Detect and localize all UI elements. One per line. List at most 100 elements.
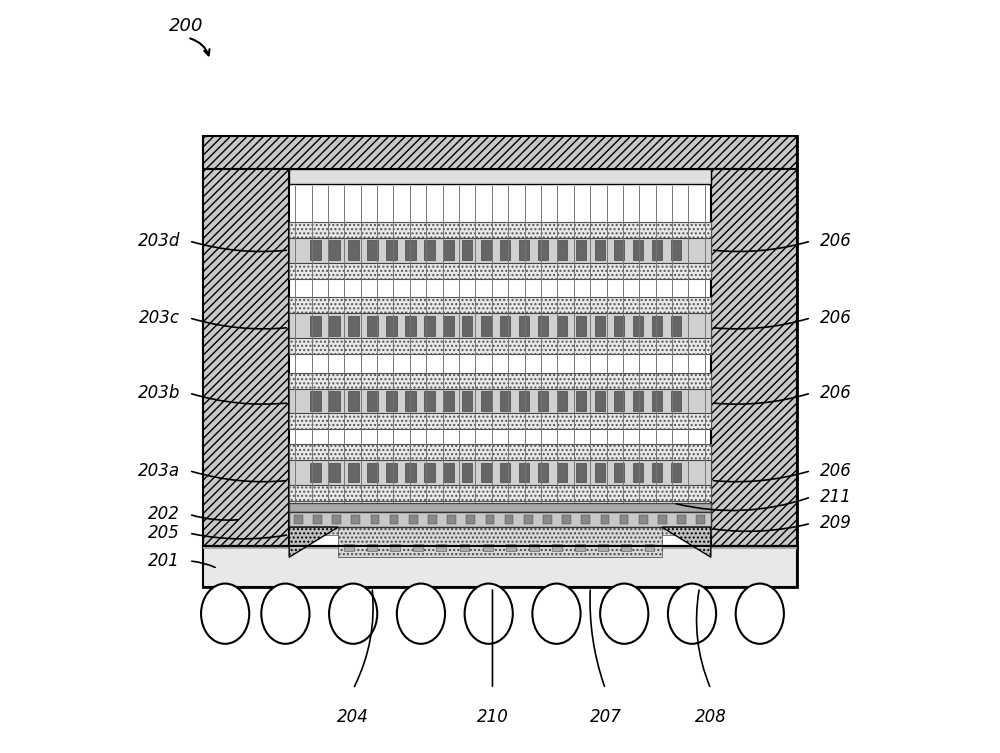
Bar bbox=[348, 391, 359, 411]
Bar bbox=[614, 240, 624, 261]
Bar bbox=[428, 514, 437, 524]
Bar bbox=[348, 462, 359, 483]
Polygon shape bbox=[289, 527, 338, 557]
Bar bbox=[711, 169, 797, 546]
Bar bbox=[313, 514, 322, 524]
Bar bbox=[500, 462, 510, 483]
Bar bbox=[460, 544, 469, 551]
Bar bbox=[481, 462, 491, 483]
Text: 207: 207 bbox=[589, 708, 621, 726]
Bar bbox=[289, 297, 711, 354]
Text: 210: 210 bbox=[477, 708, 508, 726]
Bar bbox=[614, 316, 624, 336]
Bar bbox=[329, 391, 340, 411]
Bar bbox=[289, 512, 711, 527]
Bar bbox=[576, 462, 586, 483]
Text: 201: 201 bbox=[148, 552, 180, 570]
Bar bbox=[289, 169, 711, 184]
Text: 203a: 203a bbox=[138, 462, 180, 480]
Bar bbox=[633, 462, 643, 483]
Bar bbox=[338, 527, 662, 557]
Bar bbox=[633, 391, 643, 411]
Bar bbox=[424, 462, 435, 483]
Bar bbox=[562, 514, 571, 524]
Bar bbox=[506, 544, 516, 551]
Bar bbox=[405, 240, 416, 261]
Bar bbox=[462, 316, 472, 336]
Ellipse shape bbox=[329, 584, 377, 644]
Text: 202: 202 bbox=[148, 505, 180, 523]
Bar bbox=[289, 238, 711, 263]
Bar bbox=[595, 391, 605, 411]
Text: 206: 206 bbox=[820, 384, 852, 402]
Text: 200: 200 bbox=[169, 17, 203, 35]
Bar bbox=[443, 316, 454, 336]
Bar bbox=[524, 514, 533, 524]
Bar bbox=[557, 391, 567, 411]
Bar bbox=[310, 462, 321, 483]
Bar bbox=[671, 462, 681, 483]
Bar bbox=[310, 391, 321, 411]
Bar bbox=[633, 316, 643, 336]
Ellipse shape bbox=[397, 584, 445, 644]
Bar bbox=[671, 391, 681, 411]
Bar bbox=[557, 462, 567, 483]
Bar bbox=[614, 462, 624, 483]
Bar bbox=[367, 316, 378, 336]
Bar bbox=[486, 514, 494, 524]
Bar bbox=[575, 544, 585, 551]
Bar bbox=[652, 391, 662, 411]
Bar bbox=[386, 462, 397, 483]
Bar bbox=[505, 514, 513, 524]
Bar bbox=[367, 462, 378, 483]
Bar bbox=[310, 240, 321, 261]
Bar bbox=[519, 240, 529, 261]
Bar bbox=[289, 460, 711, 485]
Text: 208: 208 bbox=[695, 708, 727, 726]
Bar bbox=[405, 316, 416, 336]
Ellipse shape bbox=[201, 584, 249, 644]
Bar bbox=[462, 391, 472, 411]
Bar bbox=[424, 391, 435, 411]
Bar bbox=[203, 546, 797, 549]
Bar bbox=[329, 316, 340, 336]
Text: 203b: 203b bbox=[138, 384, 180, 402]
Bar bbox=[367, 391, 378, 411]
Bar bbox=[652, 240, 662, 261]
Bar bbox=[367, 544, 377, 551]
Bar bbox=[289, 444, 711, 501]
Ellipse shape bbox=[465, 584, 513, 644]
Bar bbox=[538, 462, 548, 483]
Bar bbox=[576, 316, 586, 336]
Polygon shape bbox=[662, 527, 711, 557]
Bar bbox=[351, 514, 360, 524]
Bar bbox=[424, 316, 435, 336]
Bar bbox=[443, 391, 454, 411]
Bar bbox=[289, 389, 711, 413]
Bar bbox=[500, 316, 510, 336]
Bar bbox=[519, 462, 529, 483]
Bar bbox=[289, 313, 711, 338]
Ellipse shape bbox=[532, 584, 581, 644]
Text: 206: 206 bbox=[820, 309, 852, 327]
Bar bbox=[462, 240, 472, 261]
Bar bbox=[348, 240, 359, 261]
Bar bbox=[329, 240, 340, 261]
Bar bbox=[639, 514, 648, 524]
Bar bbox=[329, 462, 340, 483]
Bar bbox=[576, 240, 586, 261]
Bar bbox=[557, 240, 567, 261]
Bar bbox=[348, 316, 359, 336]
Ellipse shape bbox=[600, 584, 648, 644]
Bar bbox=[466, 514, 475, 524]
Bar bbox=[289, 503, 711, 512]
Bar bbox=[413, 544, 423, 551]
Bar bbox=[405, 391, 416, 411]
Bar bbox=[500, 240, 510, 261]
Bar bbox=[552, 544, 562, 551]
Bar bbox=[543, 514, 552, 524]
Bar bbox=[595, 462, 605, 483]
Bar bbox=[538, 316, 548, 336]
Bar bbox=[671, 240, 681, 261]
Bar bbox=[203, 136, 797, 587]
